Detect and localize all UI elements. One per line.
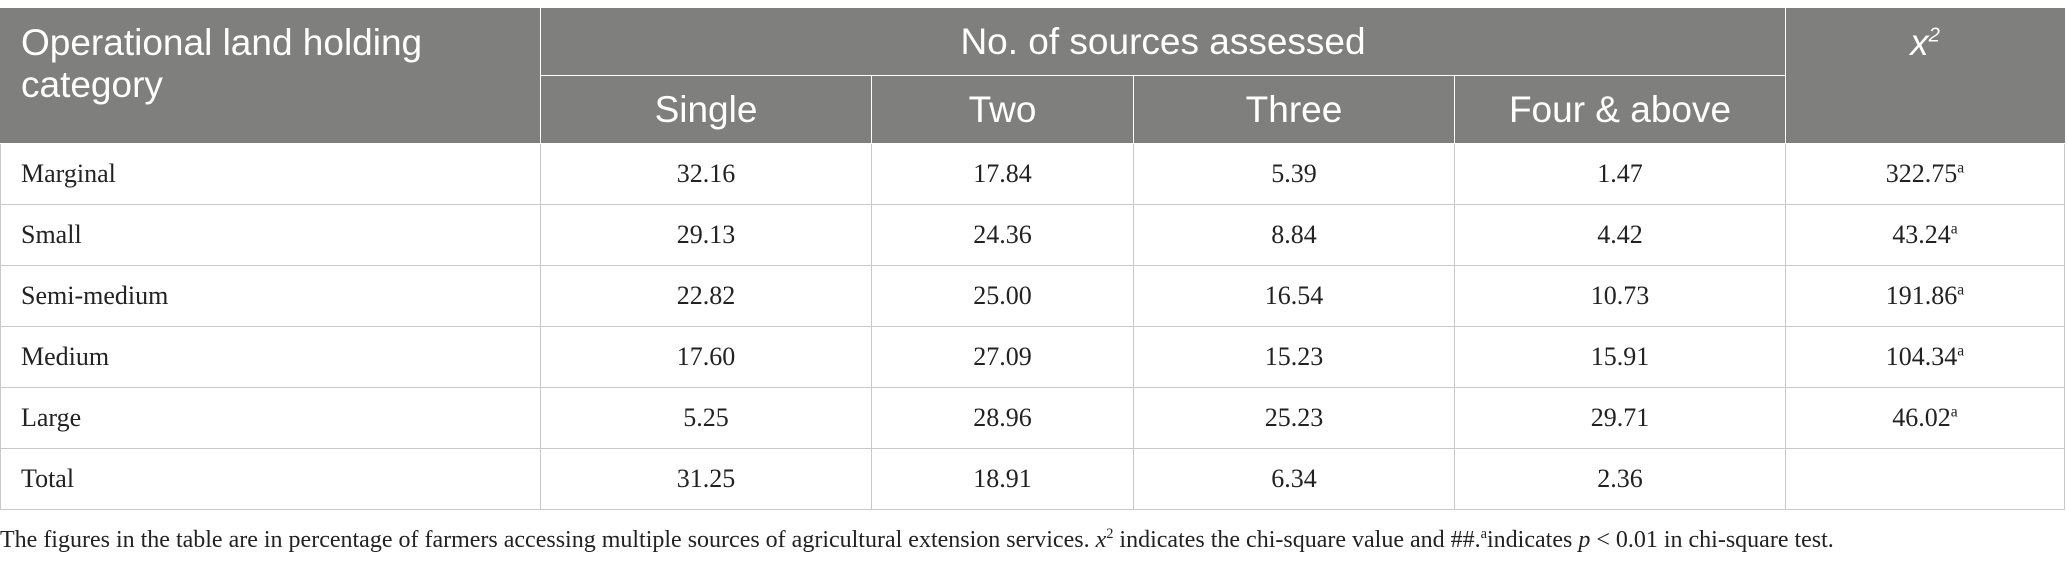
stub-header: Operational land holding category [0, 8, 541, 144]
row-label: Large [0, 387, 541, 449]
cell-three: 5.39 [1133, 143, 1455, 205]
cell-single: 31.25 [540, 448, 872, 510]
cell-four-above: 29.71 [1453, 387, 1787, 449]
cell-chi-square: 43.24a [1785, 204, 2066, 266]
footnote-chi-symbol: x [1095, 527, 1107, 553]
row-label: Semi-medium [0, 265, 541, 327]
cell-two: 28.96 [871, 387, 1134, 449]
subheader-single: Single [540, 75, 872, 144]
significance-mark: a [1957, 281, 1965, 299]
footnote-sup: a [1480, 526, 1488, 542]
footnote-p-symbol: p [1578, 527, 1591, 553]
cell-three: 15.23 [1133, 326, 1455, 388]
table-footnote: The figures in the table are in percenta… [0, 527, 1834, 554]
table-header: Operational land holding category No. of… [0, 8, 2066, 144]
chi-value: 322.75 [1885, 159, 1958, 188]
cell-four-above: 4.42 [1453, 204, 1787, 266]
cell-four-above: 1.47 [1453, 143, 1787, 205]
cell-chi-square: 191.86a [1785, 265, 2066, 327]
chi-square-header: x2 [1785, 8, 2066, 144]
table-row: Small 29.13 24.36 8.84 4.42 43.24a [0, 204, 2066, 266]
significance-mark: a [1950, 220, 1958, 238]
subheader-two: Two [871, 75, 1134, 144]
cell-chi-square: 46.02a [1785, 387, 2066, 449]
chi-value: 43.24 [1892, 220, 1951, 249]
cell-single: 29.13 [540, 204, 872, 266]
footnote-part1: The figures in the table are in percenta… [0, 527, 1090, 553]
cell-three: 25.23 [1133, 387, 1455, 449]
cell-chi-square: 322.75a [1785, 143, 2066, 205]
cell-four-above: 10.73 [1453, 265, 1787, 327]
table-row: Medium 17.60 27.09 15.23 15.91 104.34a [0, 326, 2066, 388]
cell-two: 27.09 [871, 326, 1134, 388]
cell-four-above: 15.91 [1453, 326, 1787, 388]
chi-symbol: x [1910, 22, 1929, 63]
cell-three: 8.84 [1133, 204, 1455, 266]
cell-four-above: 2.36 [1453, 448, 1787, 510]
cell-two: 25.00 [871, 265, 1134, 327]
cell-single: 22.82 [540, 265, 872, 327]
table-row: Marginal 32.16 17.84 5.39 1.47 322.75a [0, 143, 2066, 205]
significance-mark: a [1950, 403, 1958, 421]
cell-chi-square [1785, 448, 2066, 510]
cell-two: 17.84 [871, 143, 1134, 205]
footnote-chi-exponent: 2 [1106, 526, 1114, 542]
footnote-part3: indicates [1487, 527, 1573, 553]
chi-exponent: 2 [1928, 24, 1940, 47]
table-body: Marginal 32.16 17.84 5.39 1.47 322.75a S… [0, 143, 2066, 510]
table-row-total: Total 31.25 18.91 6.34 2.36 [0, 448, 2066, 510]
group-header: No. of sources assessed [539, 8, 1787, 76]
row-label: Small [0, 204, 541, 266]
cell-single: 17.60 [540, 326, 872, 388]
cell-single: 32.16 [540, 143, 872, 205]
cell-single: 5.25 [540, 387, 872, 449]
data-table-container: Operational land holding category No. of… [0, 8, 2066, 510]
cell-two: 18.91 [871, 448, 1134, 510]
significance-mark: a [1957, 159, 1965, 177]
cell-chi-square: 104.34a [1785, 326, 2066, 388]
row-label: Total [0, 448, 541, 510]
cell-two: 24.36 [871, 204, 1134, 266]
cell-three: 16.54 [1133, 265, 1455, 327]
chi-value: 191.86 [1885, 281, 1958, 310]
table-row: Large 5.25 28.96 25.23 29.71 46.02a [0, 387, 2066, 449]
footnote-part4: < 0.01 in chi-square test. [1596, 527, 1834, 553]
row-label: Medium [0, 326, 541, 388]
row-label: Marginal [0, 143, 541, 205]
table-row: Semi-medium 22.82 25.00 16.54 10.73 191.… [0, 265, 2066, 327]
chi-value: 46.02 [1892, 403, 1951, 432]
subheader-four-above: Four & above [1453, 75, 1787, 144]
data-table: Operational land holding category No. of… [0, 8, 2066, 510]
cell-three: 6.34 [1133, 448, 1455, 510]
subheader-three: Three [1133, 75, 1455, 144]
significance-mark: a [1957, 342, 1965, 360]
chi-value: 104.34 [1885, 342, 1958, 371]
footnote-part2: indicates the chi-square value and ##. [1119, 527, 1481, 553]
